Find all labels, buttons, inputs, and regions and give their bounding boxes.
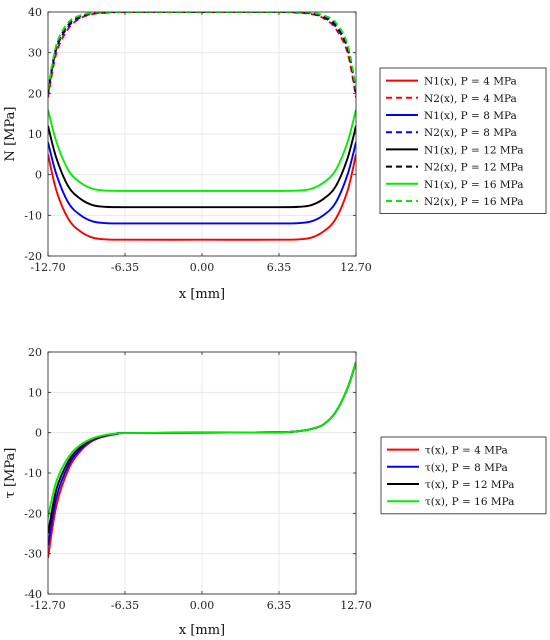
series-line-1	[48, 154, 356, 241]
series-group	[48, 361, 356, 558]
legend-entry: N2(x), P = 4 MPa	[424, 93, 517, 105]
legend-entry: N2(x), P = 8 MPa	[424, 127, 517, 139]
y-tick-label: 0	[35, 169, 42, 182]
y-tick-label: 20	[28, 87, 42, 100]
legend-entry: τ(x), P = 4 MPa	[425, 445, 508, 457]
y-tick-label: -40	[24, 588, 42, 601]
series-line-3	[48, 141, 356, 225]
y-tick-label: -10	[24, 467, 42, 480]
legend-entry: τ(x), P = 16 MPa	[425, 496, 514, 508]
y-axis-label: τ [MPa]	[3, 448, 18, 499]
series-line-2	[48, 12, 356, 98]
legend-entry: N2(x), P = 12 MPa	[424, 162, 524, 174]
legend-entry: N1(x), P = 4 MPa	[424, 76, 517, 88]
x-axis-label: x [mm]	[179, 623, 225, 638]
legend-entry: N1(x), P = 16 MPa	[424, 179, 524, 191]
y-tick-label: -20	[24, 250, 42, 263]
x-tick-label: -6.35	[111, 261, 139, 274]
x-tick-label: 6.35	[267, 599, 292, 612]
x-tick-label: 6.35	[267, 261, 292, 274]
y-tick-label: 30	[28, 47, 42, 60]
y-tick-label: 10	[28, 386, 42, 399]
legend-entry: N1(x), P = 12 MPa	[424, 144, 524, 156]
y-tick-label: 40	[28, 6, 42, 19]
legend-entry: τ(x), P = 8 MPa	[425, 462, 508, 474]
chart-1: -12.70 -6.35 0.00 6.35 12.70 -20 -10 0 10 20 30 40 x…	[3, 6, 547, 302]
x-tick-label: 12.70	[340, 261, 372, 274]
x-tick-label: 12.70	[340, 599, 372, 612]
y-tick-label: -20	[24, 507, 42, 520]
legend-box	[379, 67, 547, 215]
legend: N1(x), P = 4 MPa N2(x), P = 4 MPa N1(x), P…	[379, 67, 547, 215]
series-line-4	[48, 361, 356, 518]
x-tick-label: -12.70	[30, 261, 65, 274]
legend-entry: τ(x), P = 12 MPa	[425, 479, 514, 491]
x-axis-label: x [mm]	[179, 287, 225, 302]
y-axis-label: N [MPa]	[3, 107, 18, 162]
y-tick-label: -10	[24, 209, 42, 222]
legend-entry: N2(x), P = 16 MPa	[424, 196, 524, 208]
series-line-7	[48, 109, 356, 192]
x-tick-label: 0.00	[190, 599, 215, 612]
legend: τ(x), P = 4 MPa τ(x), P = 8 MPa τ(x), P = …	[380, 436, 547, 515]
x-tick-label: -6.35	[111, 599, 139, 612]
y-tick-label: 0	[35, 427, 42, 440]
y-tick-label: 10	[28, 128, 42, 141]
legend-entry: N1(x), P = 8 MPa	[424, 110, 517, 122]
x-tick-label: -12.70	[30, 599, 65, 612]
series-line-5	[48, 125, 356, 209]
y-tick-label: -30	[24, 548, 42, 561]
series-group	[48, 12, 356, 241]
y-tick-label: 20	[28, 346, 42, 359]
x-tick-label: 0.00	[190, 261, 215, 274]
chart-2: -12.70 -6.35 0.00 6.35 12.70 -40 -30 -20 -10 0 10 2…	[3, 346, 547, 638]
